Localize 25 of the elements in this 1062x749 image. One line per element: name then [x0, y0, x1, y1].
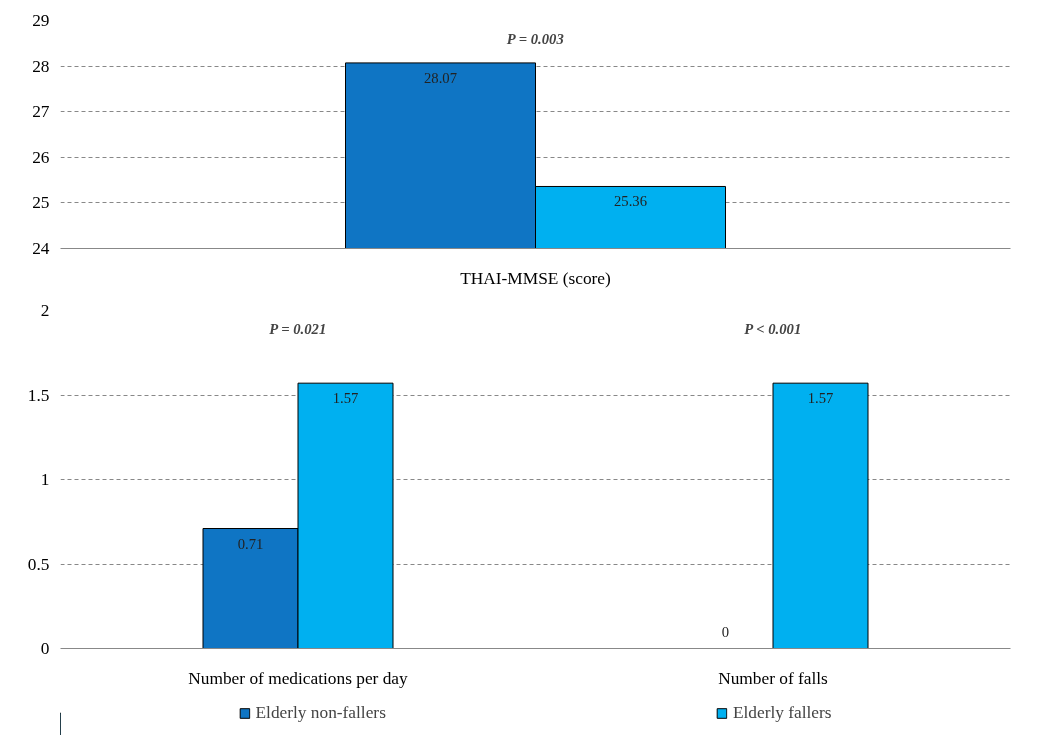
- data-label: 25.36: [614, 193, 647, 210]
- x-tick-label: Number of medications per day: [188, 668, 409, 688]
- y-tick-label: 27: [32, 102, 50, 122]
- y-tick-label: 28: [32, 56, 50, 76]
- annotation: P < 0.001: [744, 320, 802, 337]
- data-label: 1.57: [807, 390, 834, 407]
- y-tick-label: 1: [40, 470, 50, 489]
- data-label: 28.07: [424, 69, 457, 86]
- x-tick-label: THAI-MMSE (score): [460, 268, 612, 288]
- data-label: 1.57: [332, 390, 359, 407]
- y-tick-label: 1.5: [27, 385, 50, 405]
- y-tick-label: 26: [32, 147, 50, 167]
- y-tick-label: 0.5: [27, 554, 50, 574]
- legend-label: Elderly non-fallers: [255, 702, 386, 723]
- data-label: 0: [721, 623, 730, 640]
- annotation: P = 0.003: [506, 30, 564, 47]
- annotation: P = 0.021: [269, 320, 327, 337]
- y-tick-label: 25: [32, 193, 50, 213]
- y-tick-label: 24: [32, 239, 50, 258]
- x-tick-label: Number of falls: [718, 668, 829, 688]
- y-tick-label: 29: [32, 11, 50, 30]
- y-tick-label: 2: [40, 301, 50, 320]
- legend-label: Elderly fallers: [732, 702, 832, 723]
- y-tick-label: 0: [40, 639, 50, 658]
- data-label: 0.71: [237, 535, 264, 552]
